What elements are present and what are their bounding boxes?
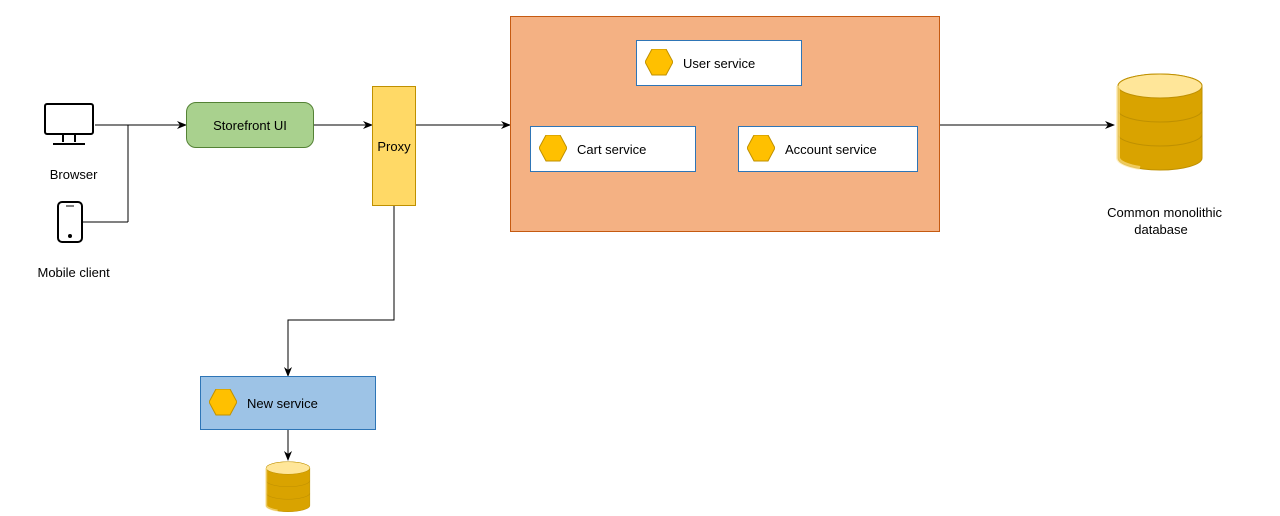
cart-service-node: Cart service (530, 126, 696, 172)
user-service-label: User service (683, 56, 755, 71)
mobile-icon (58, 202, 82, 242)
new-service-db-icon (266, 462, 310, 512)
storefront-ui-node: Storefront UI (186, 102, 314, 148)
edge-proxy-new (288, 206, 394, 376)
browser-icon (45, 104, 93, 144)
common-db-icon (1118, 74, 1202, 170)
proxy-label: Proxy (377, 139, 410, 154)
proxy-node: Proxy (372, 86, 416, 206)
hexagon-icon (539, 135, 567, 163)
account-service-node: Account service (738, 126, 918, 172)
hexagon-icon (209, 389, 237, 417)
common-db-label: Common monolithic database (1076, 188, 1246, 239)
hexagon-icon (645, 49, 673, 77)
storefront-ui-label: Storefront UI (213, 118, 287, 133)
user-service-node: User service (636, 40, 802, 86)
new-service-node: New service (200, 376, 376, 430)
account-service-label: Account service (785, 142, 877, 157)
cart-service-label: Cart service (577, 142, 646, 157)
new-service-label: New service (247, 396, 318, 411)
hexagon-icon (747, 135, 775, 163)
mobile-client-label: Mobile client (23, 250, 117, 280)
browser-label: Browser (28, 152, 112, 182)
